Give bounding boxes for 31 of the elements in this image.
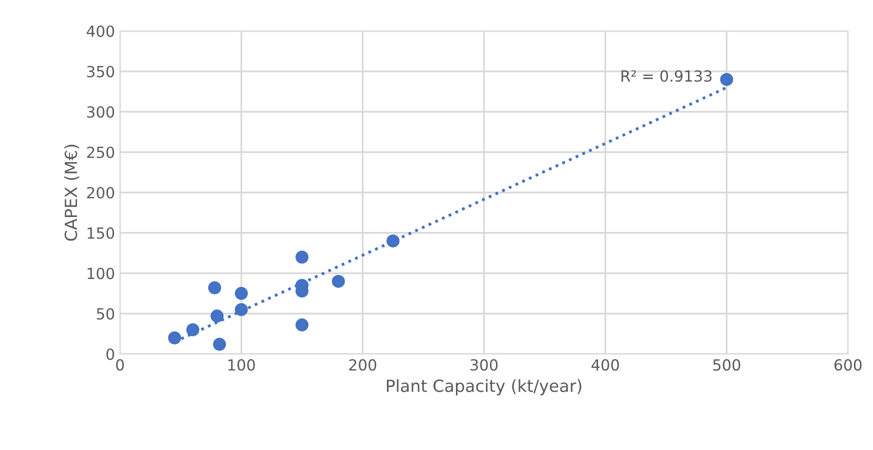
point	[295, 318, 309, 332]
y-tick-label: 0	[106, 348, 114, 360]
y-tick-label: 350	[87, 66, 114, 78]
x-tick-label: 600	[834, 359, 862, 371]
y-tick-label: 400	[86, 25, 114, 38]
x-tick-label: 400	[592, 359, 619, 371]
point	[186, 323, 200, 336]
point	[295, 250, 309, 264]
point	[234, 286, 248, 300]
y-tick-label: 250	[87, 146, 114, 158]
y-axis-title: CAPEX (M€)	[64, 144, 80, 241]
x-tick-label: 0	[116, 359, 124, 371]
y-tick-label: 50	[96, 308, 114, 320]
point	[234, 303, 248, 316]
point	[720, 72, 734, 86]
x-tick-label: 300	[470, 359, 498, 371]
point	[208, 281, 222, 294]
point	[386, 234, 400, 248]
y-tick-label: 150	[88, 227, 114, 239]
x-tick-label: 100	[228, 359, 255, 371]
x-axis-title: Plant Capacity (kt/year)	[386, 379, 582, 396]
annotation: R² = 0.9133	[622, 70, 712, 82]
point	[212, 338, 226, 351]
x-tick-label: 500	[713, 359, 740, 371]
y-tick-label: 200	[87, 186, 114, 199]
x-tick-label: 200	[349, 359, 376, 371]
point	[168, 331, 182, 344]
point	[210, 310, 224, 323]
y-tick-label: 300	[87, 106, 114, 118]
y-tick-label: 100	[88, 268, 114, 280]
point	[332, 274, 345, 288]
